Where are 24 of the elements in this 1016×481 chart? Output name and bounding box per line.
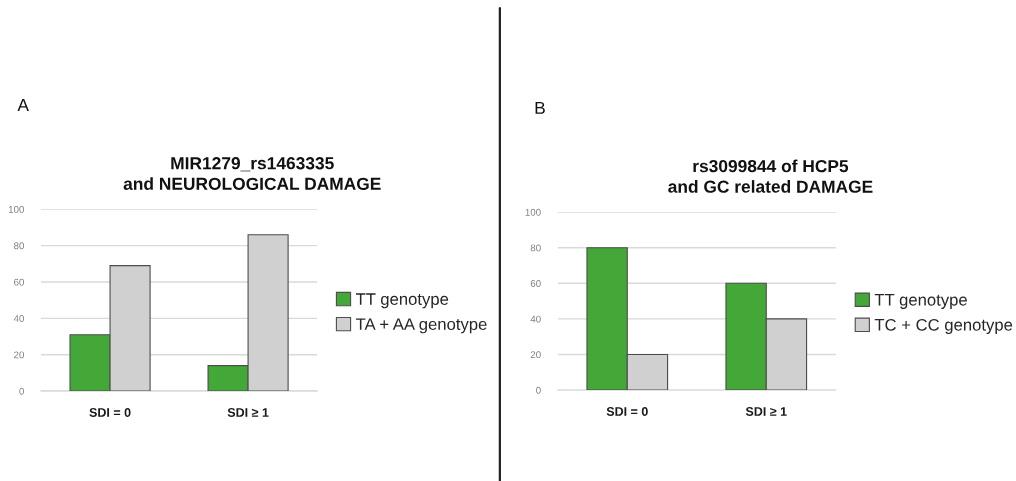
y-tick-label: 80 [530, 244, 541, 252]
x-tick-label: SDI ≥ 1 [227, 408, 269, 417]
legend-label: TA + AA genotype [355, 318, 487, 334]
text: B [535, 101, 545, 114]
text: A [17, 99, 29, 111]
y-tick-label: 20 [14, 351, 24, 359]
y-tick-label: 80 [13, 242, 24, 250]
legend-label: TT genotype [355, 293, 449, 309]
y-tick-label: 100 [8, 205, 24, 213]
x-tick-label: SDI ≥ 1 [745, 407, 787, 416]
x-tick-label: SDI = 0 [89, 408, 131, 417]
legend-label: TC + CC genotype [874, 318, 1013, 335]
chart-title: MIR1279_rs1463335 and NEUROLOGICAL DAMAGE [123, 157, 381, 190]
y-tick-label: 20 [530, 351, 541, 359]
y-tick-label: 0 [536, 386, 541, 394]
y-tick-label: 100 [525, 208, 541, 216]
x-tick-label: SDI = 0 [606, 407, 648, 416]
y-tick-label: 40 [13, 315, 24, 322]
y-tick-label: 60 [14, 278, 24, 286]
y-tick-label: 40 [530, 315, 541, 323]
legend-label: TT genotype [874, 294, 967, 309]
y-tick-label: 60 [530, 280, 541, 287]
y-tick-label: 0 [19, 387, 24, 395]
chart-title: rs3099844 of HCP5 and GC related DAMAGE [668, 159, 873, 193]
